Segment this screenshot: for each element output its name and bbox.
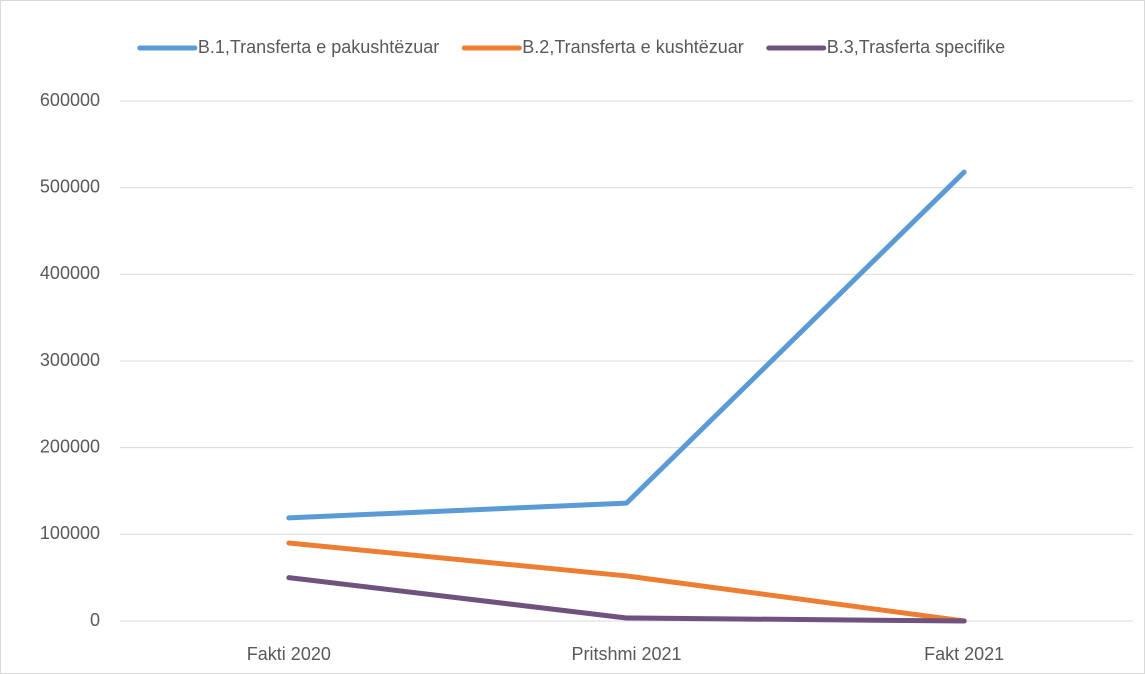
y-tick-label: 500000 [40,176,100,196]
x-tick-label: Pritshmi 2021 [571,644,681,664]
y-tick-label: 200000 [40,436,100,456]
series-line [286,575,967,624]
y-tick-label: 600000 [40,90,100,110]
x-tick-label: Fakti 2020 [247,644,331,664]
series-line [286,540,967,624]
y-tick-label: 300000 [40,350,100,370]
y-tick-label: 0 [90,610,100,630]
legend-label: B.3,Trasferta specifike [827,37,1005,57]
y-tick-label: 100000 [40,523,100,543]
series-line [286,169,967,521]
x-tick-label: Fakt 2021 [924,644,1004,664]
y-tick-label: 400000 [40,263,100,283]
legend-label: B.2,Transferta e kushtëzuar [522,37,743,57]
legend-label: B.1,Transferta e pakushtëzuar [198,37,439,57]
